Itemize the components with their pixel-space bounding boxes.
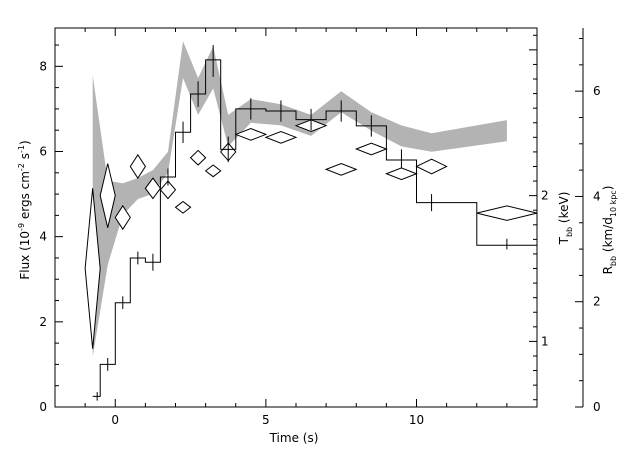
radius-band-layer bbox=[92, 41, 507, 357]
y-axis-label-temperature: Tbb (keV) bbox=[557, 192, 574, 246]
radius-tick-label-0: 0 bbox=[593, 400, 601, 414]
flux-histogram bbox=[92, 59, 537, 397]
temperature-diamond-layer bbox=[84, 119, 538, 349]
flux-tick-label-3: 6 bbox=[39, 144, 47, 158]
temperature-diamond-0 bbox=[84, 188, 101, 349]
temperature-tick-label-1: 2 bbox=[541, 189, 549, 203]
x-axis-label: Time (s) bbox=[269, 431, 319, 445]
temperature-diamond-3 bbox=[129, 153, 146, 180]
radius-tick-label-1: 2 bbox=[593, 295, 601, 309]
temperature-diamond-15 bbox=[384, 167, 418, 181]
x-tick-label-2: 10 bbox=[409, 413, 424, 427]
flux-tick-label-1: 2 bbox=[39, 315, 47, 329]
temperature-diamond-14 bbox=[354, 142, 388, 156]
temperature-diamond-16 bbox=[415, 158, 448, 175]
temperature-diamond-7 bbox=[189, 149, 207, 166]
temperature-diamond-10 bbox=[234, 128, 268, 141]
flux-histogram-layer bbox=[92, 45, 537, 401]
temperature-diamond-11 bbox=[264, 130, 298, 144]
radius-band bbox=[92, 41, 507, 357]
temperature-diamond-2 bbox=[114, 204, 131, 231]
temperature-diamond-17 bbox=[476, 205, 538, 221]
temperature-diamond-13 bbox=[324, 163, 358, 176]
y-axis-label-radius: Rbb (km/d10 kpc) bbox=[601, 186, 618, 275]
flux-tick-label-2: 4 bbox=[39, 230, 47, 244]
temperature-diamond-5 bbox=[159, 180, 177, 200]
axes-layer: 0 5 10 0 2 4 6 8 1 2 0 2 4 6 bbox=[39, 27, 601, 427]
x-tick-label-0: 0 bbox=[111, 413, 119, 427]
temperature-diamond-8 bbox=[204, 164, 222, 178]
flux-tick-label-0: 0 bbox=[39, 400, 47, 414]
x-tick-label-1: 5 bbox=[262, 413, 270, 427]
flux-tick-label-4: 8 bbox=[39, 59, 47, 73]
radius-tick-label-2: 4 bbox=[593, 189, 601, 203]
temperature-tick-label-0: 1 bbox=[541, 334, 549, 348]
radius-tick-label-3: 6 bbox=[593, 84, 601, 98]
temperature-diamond-1 bbox=[99, 163, 116, 228]
temperature-diamond-6 bbox=[174, 200, 192, 214]
y-axis-label-flux: Flux (10-9 ergs cm-2 s-1) bbox=[17, 140, 32, 279]
